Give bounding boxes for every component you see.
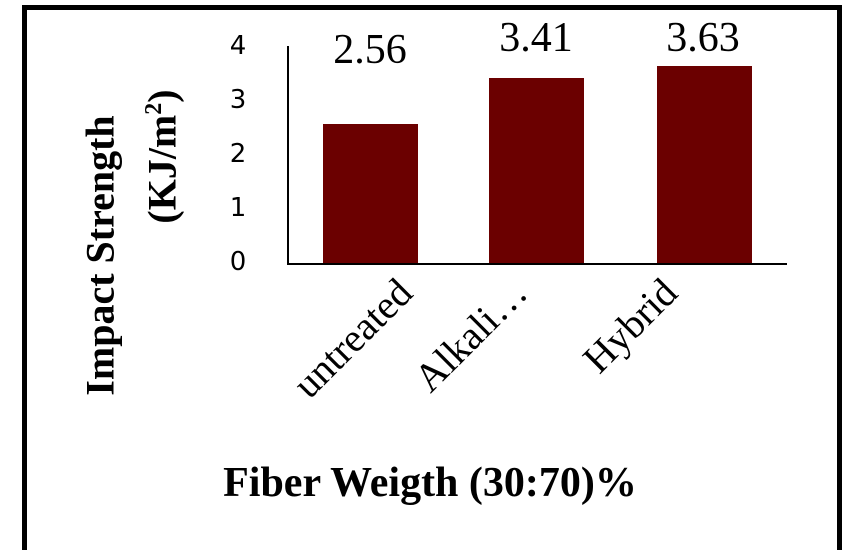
bar-alkali (489, 78, 584, 263)
data-label-alkali: 3.41 (499, 15, 573, 61)
x-axis-title: Fiber Weigth (30:70)% (223, 460, 637, 506)
y-axis-line (287, 46, 289, 264)
bar-hybrid (657, 66, 752, 263)
bar-untreated (323, 124, 418, 263)
y-tick-2: 2 (229, 139, 247, 169)
y-tick-0: 0 (229, 247, 247, 277)
data-label-hybrid: 3.63 (666, 15, 740, 61)
y-tick-3: 3 (229, 85, 247, 115)
data-label-untreated: 2.56 (333, 27, 407, 73)
y-tick-1: 1 (229, 193, 247, 223)
y-tick-4: 4 (229, 31, 247, 61)
chart-frame (22, 5, 842, 550)
x-axis-line (287, 263, 787, 265)
